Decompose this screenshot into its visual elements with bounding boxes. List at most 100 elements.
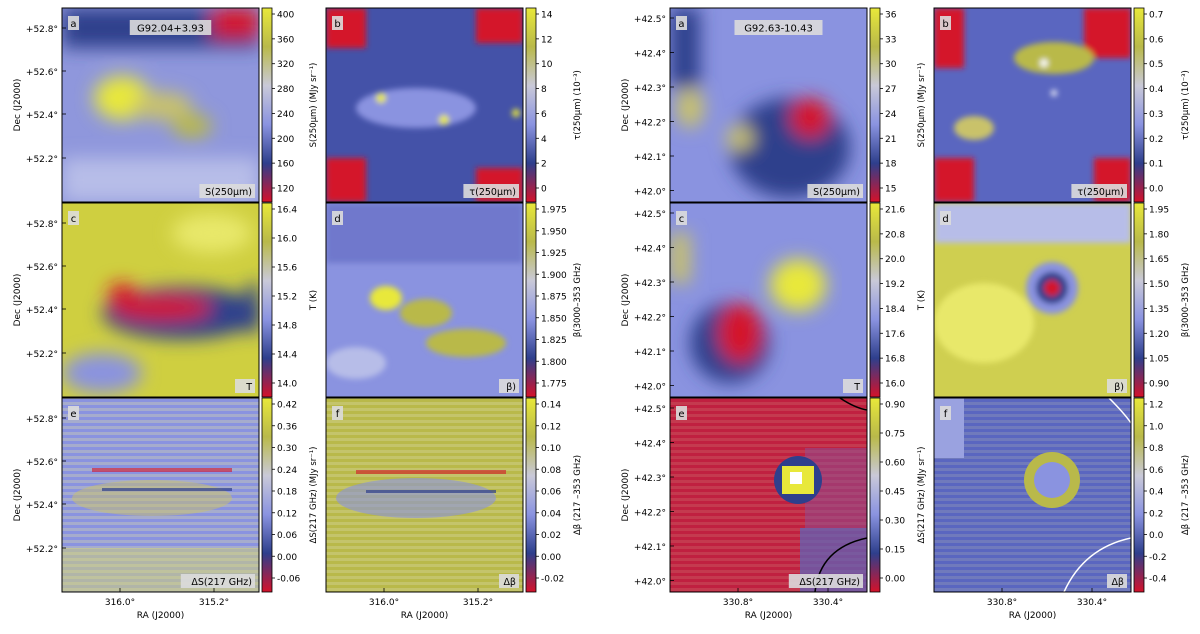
colorbar-tick-label: 1.65 [1149,255,1169,265]
y-tick-label: +52.4° [26,306,58,316]
colorbar-tick-label: 0 [541,185,547,195]
colorbar-label: ΔS(217 GHz) (MJy sr⁻¹) [309,447,319,544]
colorbar-tick-label: 33 [885,35,896,45]
colorbar-tick-label: 15 [885,185,896,195]
colorbar-tick-label: 0.90 [1149,380,1169,390]
colorbar-tick-label: 0.4 [1149,488,1164,498]
colorbar-tick-label: 1.875 [541,293,567,303]
colorbar-tick-label: 1.05 [1149,355,1169,365]
colorbar-tick-label: 0.30 [885,517,905,527]
colorbar-tick-label: 18.4 [885,305,905,315]
panel-letter: e [68,406,79,420]
svg-text:e: e [678,409,684,420]
y-axis-label: Dec (J2000) [13,79,23,132]
colorbar: 0.7 0.6 0.5 0.4 0.3 0.2 0.1 0.0 τ(250μm) (10⁻³) [1133,7,1191,203]
svg-text:β): β) [1114,382,1124,393]
region-title: G92.63-10.43 [734,20,823,35]
svg-text:S(250μm): S(250μm) [205,187,252,198]
colorbar-tick-label: 14 [541,11,553,21]
colorbar: 1.975 1.950 1.925 1.900 1.875 1.850 1.825 1.800… [525,202,583,398]
x-tick-label: 330.4° [1077,598,1107,608]
colorbar-tick-label: 14.0 [277,380,297,390]
colorbar-tick-label: 0.12 [277,509,297,519]
panel-letter: e [676,406,687,420]
panel-letter: b [332,16,343,30]
colorbar-tick-label: 0.8 [1149,444,1164,454]
map-label: τ(250μm) [463,184,519,198]
svg-text:τ(250μm): τ(250μm) [469,187,516,198]
svg-text:b: b [942,19,948,30]
colorbar-tick-label: 24 [885,110,897,120]
colorbar-tick-label: 0.4 [1149,85,1164,95]
map-label: T [843,379,863,393]
colorbar-tick-label: 0.00 [541,553,561,563]
colorbar-tick-label: 14.8 [277,322,297,332]
svg-text:G92.04+3.93: G92.04+3.93 [137,24,204,35]
colorbar-tick-label: 18 [885,160,897,170]
colorbar-tick-label: 0.04 [541,509,561,519]
colorbar-tick-label: 0.2 [1149,135,1163,145]
panel-letter: c [676,211,687,225]
colorbar-tick-label: -0.2 [1149,553,1167,563]
y-tick-label: +52.6° [26,458,58,468]
y-axis-label: Dec (J2000) [621,274,631,327]
svg-text:f: f [944,409,948,420]
x-axis-label: RA (J2000) [1009,611,1057,621]
y-tick-label: +42.4° [634,440,666,450]
svg-text:c: c [71,214,77,225]
panel-letter: f [940,406,951,420]
svg-text:S(250μm): S(250μm) [813,187,860,198]
colorbar-tick-label: 0.10 [541,444,561,454]
map-image [62,8,259,202]
colorbar: 0.42 0.36 0.30 0.24 0.18 0.12 0.06 0.00 -0.06 ΔS(… [261,397,319,593]
colorbar-tick-label: 0.14 [541,401,561,411]
colorbar-tick-label: -0.4 [1149,575,1167,585]
y-tick-label: +52.2° [26,155,58,165]
x-tick-label: 330.4° [813,598,843,608]
y-tick-label: +42.5° [634,210,666,220]
map-image [326,398,523,592]
colorbar-tick-label: 1.80 [1149,230,1169,240]
y-tick-label: +52.8° [26,415,58,425]
colorbar-tick-label: 1.950 [541,227,567,237]
colorbar-tick-label: 0.1 [1149,160,1163,170]
colorbar: 0.14 0.12 0.10 0.08 0.06 0.04 0.02 0.00 -0.02 Δβ … [525,397,583,593]
y-tick-label: +42.0° [634,578,666,588]
colorbar-label: S(250μm) (MJy sr⁻¹) [917,63,927,148]
panel-1-f: f Δβ 1.2 1.0 0.8 0.6 0.4 0.2 0.0 -0.2 -0.4 Δβ (217 … [933,397,1191,621]
y-tick-label: +52.2° [26,350,58,360]
panel-0-e: e ΔS(217 GHz) 0.42 0.36 0.30 0.24 0.18 0.12 0.06… [13,397,319,621]
map-image [934,203,1131,397]
colorbar-label: Δβ (217 –353 GHz) [1181,455,1191,535]
panel-1-e: e ΔS(217 GHz) 0.90 0.75 0.60 0.45 0.30 0.15 0.00… [621,397,927,621]
colorbar-tick-label: 8 [541,85,547,95]
map-image [670,8,867,202]
map-label: β) [499,379,519,393]
colorbar-tick-label: 0.36 [277,422,297,432]
colorbar: 1.95 1.80 1.65 1.50 1.35 1.20 1.05 0.90 β(3000–3… [1133,202,1191,398]
colorbar-tick-label: 20.8 [885,230,905,240]
colorbar-tick-label: 27 [885,85,896,95]
x-tick-label: 316.0° [105,598,135,608]
colorbar-tick-label: 1.50 [1149,280,1169,290]
colorbar-tick-label: 21.6 [885,206,905,216]
colorbar-tick-label: 0.5 [1149,60,1163,70]
colorbar-tick-label: 12 [541,35,552,45]
colorbar-label: τ(250μm) (10⁻³) [1181,70,1191,140]
svg-text:c: c [679,214,685,225]
y-tick-label: +52.8° [26,25,58,35]
y-tick-label: +42.3° [634,474,666,484]
colorbar: 14 12 10 8 6 4 2 0 τ(250μm) (10⁻³) [525,7,583,203]
map-label: S(250μm) [199,184,255,198]
map-label: T [235,379,255,393]
panel-letter: a [676,16,687,30]
colorbar-tick-label: 0.90 [885,401,905,411]
y-tick-label: +42.2° [634,509,666,519]
colorbar-label: τ(250μm) (10⁻³) [573,70,583,140]
y-tick-label: +42.1° [634,348,666,358]
colorbar-tick-label: 0.00 [277,553,297,563]
panel-0-b: b τ(250μm) 14 12 10 8 6 4 2 0 τ(250μm) (10⁻³) [325,7,583,203]
map-label: Δβ [1107,574,1127,588]
colorbar-tick-label: 10 [541,60,553,70]
colorbar-tick-label: 160 [277,160,294,170]
